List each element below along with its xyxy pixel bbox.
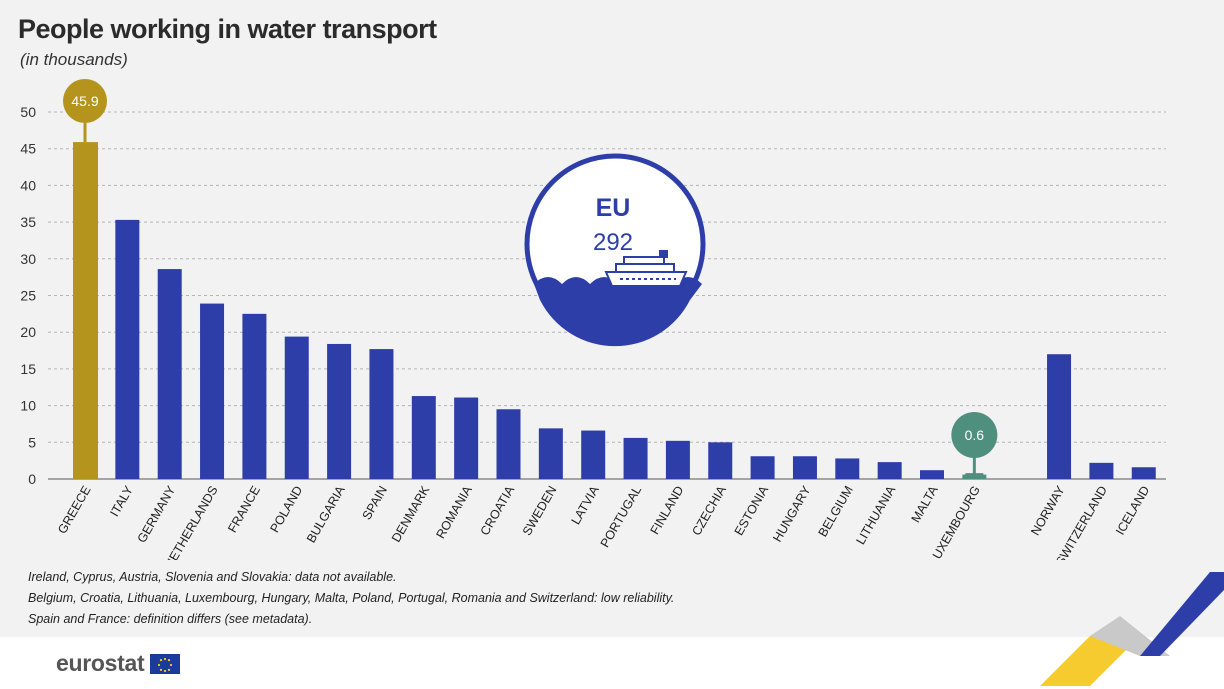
value-badge-label: 45.9 [71,93,98,109]
x-tick-label: BULGARIA [304,483,348,545]
bars [73,142,1156,479]
x-tick-label: MALTA [909,483,941,525]
logo-text: eurostat [56,650,145,676]
footnotes: Ireland, Cyprus, Austria, Slovenia and S… [28,567,674,630]
y-tick-label: 45 [20,141,36,157]
bar-norway [1047,354,1072,479]
value-badge [951,412,998,458]
bar-sweden [538,428,563,479]
footer-bar [0,637,1224,689]
x-tick-label: PORTUGAL [598,483,644,549]
bar-germany [157,269,182,479]
bar-portugal [623,437,648,479]
x-tick-label: ICELAND [1113,484,1152,538]
y-tick-label: 0 [28,471,36,487]
x-tick-label: FINLAND [648,484,687,537]
bar-france [242,313,267,479]
x-tick-label: POLAND [268,484,306,536]
bar-romania [454,397,479,479]
footnote-3: Spain and France: definition differs (se… [28,612,313,626]
eu-flag-icon [150,653,181,674]
x-tick-label: SWEDEN [520,484,560,539]
x-tick-label: LATVIA [569,483,603,527]
chart-subtitle: (in thousands) [20,50,128,69]
y-tick-label: 30 [20,251,36,267]
y-tick-label: 10 [20,398,36,414]
bar-hungary [792,456,817,479]
y-tick-label: 50 [20,104,36,120]
x-tick-label: DENMARK [389,483,433,545]
bar-estonia [750,456,775,479]
bar-netherlands [200,303,225,479]
x-tick-label: CZECHIA [689,483,729,538]
y-tick-label: 35 [20,214,36,230]
x-tick-label: ROMANIA [433,483,475,541]
value-badge-label: 0.6 [965,427,985,443]
footnote-2: Belgium, Croatia, Lithuania, Luxembourg,… [28,591,675,605]
x-tick-label: FRANCE [225,484,263,536]
bar-denmark [411,396,436,479]
bar-switzerland [1089,462,1114,479]
x-tick-label: SPAIN [360,484,390,523]
bar-luxembourg [962,474,987,479]
bar-italy [115,219,140,479]
decorative-chevrons [1040,572,1224,686]
eu-value: 292 [593,229,633,256]
eurostat-logo: eurostat [56,650,181,677]
x-tick-label: BELGIUM [816,484,856,540]
footnote-1: Ireland, Cyprus, Austria, Slovenia and S… [28,570,397,584]
bar-spain [369,349,394,479]
wave-shape [534,277,702,347]
eu-total-badge: EU 292 [524,153,706,347]
x-tick-label: LITHUANIA [853,483,898,547]
x-tick-label: NORWAY [1028,483,1068,538]
bar-poland [284,336,309,479]
x-tick-label: ESTONIA [732,483,772,538]
y-axis-ticks: 0 5 10 15 20 25 30 35 40 45 50 [20,104,36,487]
bar-greece [73,142,98,479]
bar-iceland [1131,467,1156,479]
bar-latvia [581,430,606,479]
x-tick-label: CROATIA [478,483,518,538]
x-tick-label: HUNGARY [770,483,814,545]
y-tick-label: 5 [28,434,36,450]
y-tick-label: 15 [20,361,36,377]
x-tick-label: GREECE [55,484,94,537]
highlight-badges: 45.9 0.6 [63,79,998,477]
chart-title: People working in water transport [18,14,437,44]
bar-bulgaria [327,343,352,479]
bar-belgium [835,458,860,479]
value-badge [63,79,107,123]
bar-malta [920,470,944,479]
eu-label: EU [596,194,631,222]
y-tick-label: 25 [20,288,36,304]
ship-icon [604,250,688,287]
bar-finland [665,440,690,479]
y-tick-label: 20 [20,324,36,340]
x-tick-label: ITALY [107,483,136,519]
y-tick-label: 40 [20,177,36,193]
bar-croatia [496,409,521,479]
x-tick-label: GERMANY [135,483,179,545]
bar-lithuania [877,462,902,479]
bar-czechia [708,442,733,479]
